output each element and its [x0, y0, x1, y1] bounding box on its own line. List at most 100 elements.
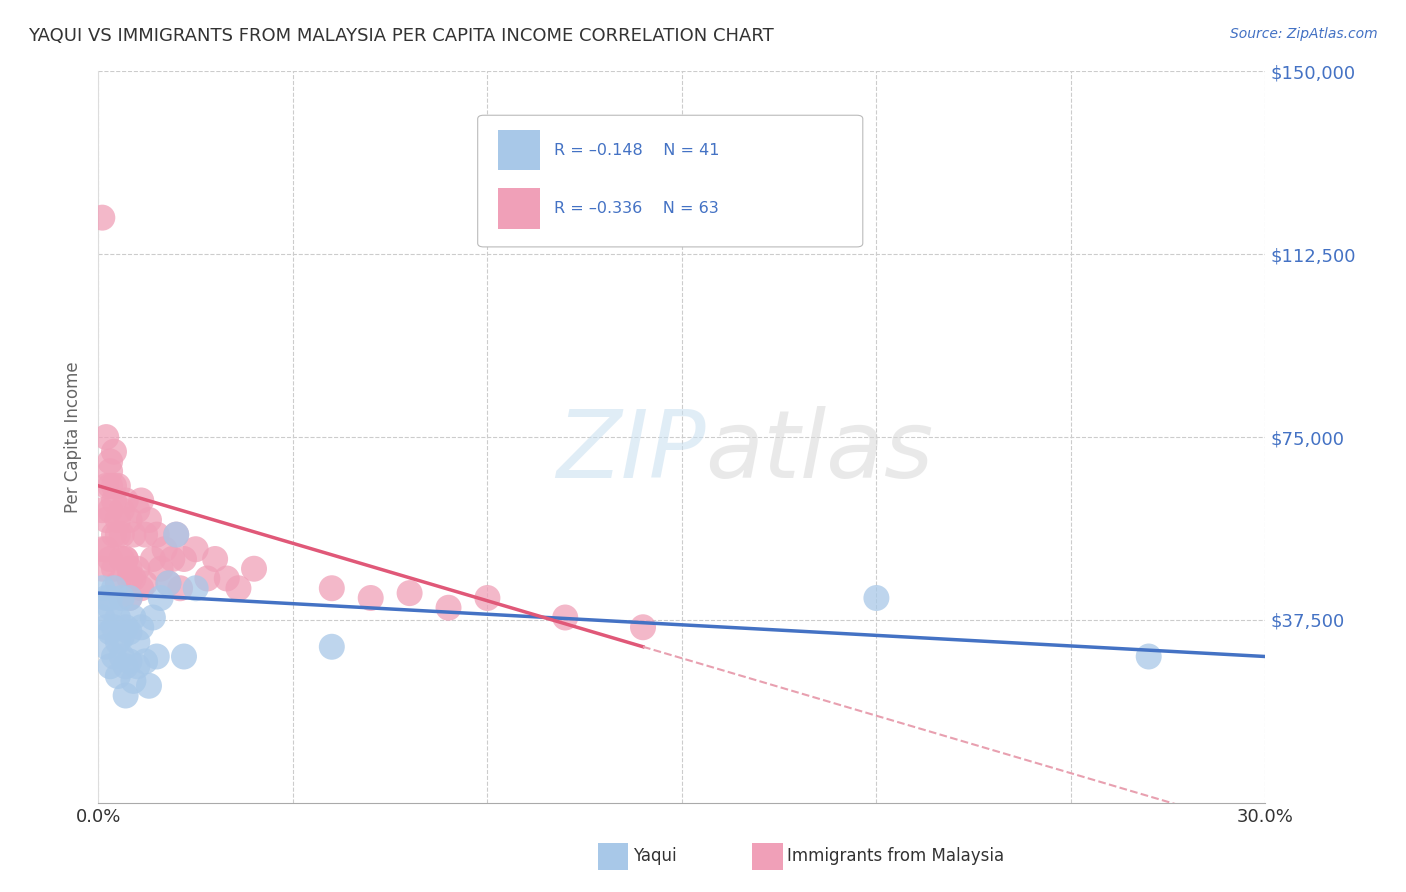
Point — [865, 591, 887, 605]
Point — [360, 591, 382, 605]
Point — [118, 591, 141, 605]
Point — [103, 562, 125, 576]
Point — [398, 586, 420, 600]
Point — [114, 659, 136, 673]
Point — [111, 503, 134, 517]
Point — [114, 552, 136, 566]
Point — [114, 620, 136, 634]
Point — [91, 581, 114, 595]
Point — [98, 454, 121, 468]
Point — [129, 493, 152, 508]
Point — [122, 673, 145, 688]
Point — [103, 493, 125, 508]
Point — [107, 635, 129, 649]
Point — [243, 562, 266, 576]
Point — [165, 527, 187, 541]
Text: Yaqui: Yaqui — [633, 847, 676, 865]
Point — [129, 581, 152, 595]
Y-axis label: Per Capita Income: Per Capita Income — [65, 361, 83, 513]
Point — [477, 591, 499, 605]
Point — [437, 600, 460, 615]
Point — [98, 625, 121, 640]
Point — [98, 552, 121, 566]
Point — [142, 552, 165, 566]
Point — [118, 513, 141, 527]
Point — [173, 649, 195, 664]
Bar — [498, 130, 540, 170]
Point — [122, 572, 145, 586]
Text: YAQUI VS IMMIGRANTS FROM MALAYSIA PER CAPITA INCOME CORRELATION CHART: YAQUI VS IMMIGRANTS FROM MALAYSIA PER CA… — [28, 27, 773, 45]
Point — [122, 610, 145, 624]
Point — [146, 649, 169, 664]
Point — [103, 581, 125, 595]
Point — [107, 576, 129, 591]
Point — [118, 562, 141, 576]
Point — [169, 581, 191, 595]
Point — [129, 620, 152, 634]
Point — [98, 600, 121, 615]
Point — [184, 581, 207, 595]
Text: R = –0.148    N = 41: R = –0.148 N = 41 — [554, 143, 718, 158]
Point — [118, 591, 141, 605]
Point — [149, 562, 172, 576]
Point — [103, 649, 125, 664]
Point — [138, 679, 160, 693]
Point — [96, 479, 118, 493]
Point — [107, 610, 129, 624]
Point — [114, 689, 136, 703]
Point — [91, 542, 114, 557]
Point — [554, 610, 576, 624]
Point — [103, 620, 125, 634]
Point — [91, 562, 114, 576]
Point — [146, 527, 169, 541]
Point — [134, 654, 156, 668]
Point — [165, 527, 187, 541]
Point — [215, 572, 238, 586]
Point — [228, 581, 250, 595]
Point — [134, 576, 156, 591]
Point — [138, 513, 160, 527]
Point — [111, 591, 134, 605]
Point — [98, 479, 121, 493]
Point — [127, 503, 149, 517]
Point — [96, 591, 118, 605]
Point — [127, 659, 149, 673]
Point — [321, 581, 343, 595]
Point — [98, 591, 121, 605]
Point — [184, 542, 207, 557]
Point — [96, 430, 118, 444]
Point — [96, 513, 118, 527]
Point — [134, 527, 156, 541]
Point — [103, 527, 125, 541]
Point — [103, 444, 125, 458]
Point — [98, 503, 121, 517]
Point — [173, 552, 195, 566]
Point — [91, 610, 114, 624]
Point — [1137, 649, 1160, 664]
Point — [118, 625, 141, 640]
Point — [118, 572, 141, 586]
Point — [157, 576, 180, 591]
Point — [142, 610, 165, 624]
Point — [122, 527, 145, 541]
Point — [96, 640, 118, 654]
Point — [111, 527, 134, 541]
Point — [111, 649, 134, 664]
Point — [91, 211, 114, 225]
Point — [96, 620, 118, 634]
Point — [91, 503, 114, 517]
Point — [149, 591, 172, 605]
Point — [204, 552, 226, 566]
Point — [107, 669, 129, 683]
Point — [153, 542, 176, 557]
Point — [107, 513, 129, 527]
Text: ZIP: ZIP — [555, 406, 706, 497]
Point — [127, 635, 149, 649]
Point — [111, 630, 134, 644]
Point — [111, 552, 134, 566]
Text: Immigrants from Malaysia: Immigrants from Malaysia — [787, 847, 1004, 865]
Point — [114, 552, 136, 566]
Point — [107, 479, 129, 493]
Text: atlas: atlas — [706, 406, 934, 497]
Point — [98, 659, 121, 673]
